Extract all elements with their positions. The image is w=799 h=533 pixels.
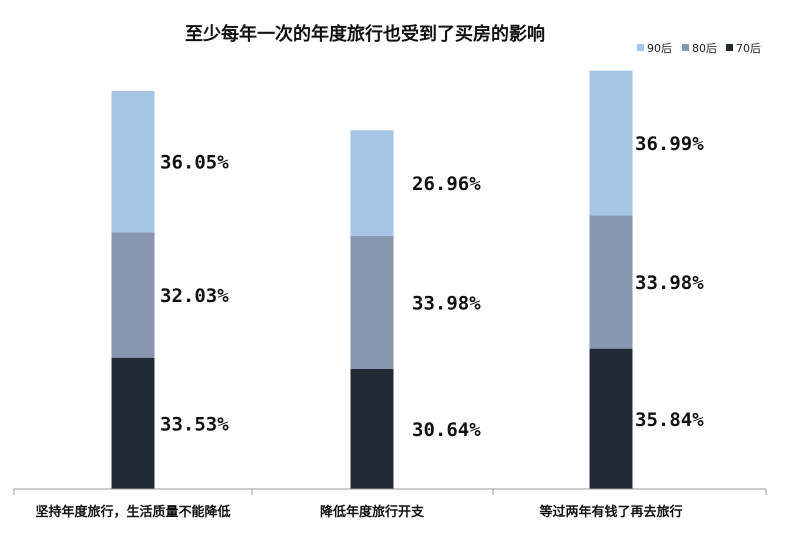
bar-90后-3 bbox=[589, 70, 633, 216]
bar-80后-2 bbox=[350, 235, 394, 369]
value-label-90后-1: 36.05% bbox=[160, 152, 229, 174]
bar-70后-2 bbox=[350, 368, 394, 489]
bar-90后-2 bbox=[350, 130, 394, 236]
chart-title: 至少每年一次的年度旅行也受到了买房的影响 bbox=[185, 23, 545, 45]
legend-label-70后: 70后 bbox=[736, 42, 761, 55]
value-label-70后-1: 33.53% bbox=[160, 413, 229, 435]
bars-group bbox=[111, 70, 633, 489]
value-label-70后-3: 35.84% bbox=[635, 409, 704, 431]
legend-swatch-80后 bbox=[682, 44, 689, 51]
legend-label-90后: 90后 bbox=[647, 42, 672, 55]
bar-70后-3 bbox=[589, 348, 633, 489]
bar-90后-1 bbox=[111, 91, 155, 233]
legend-swatch-70后 bbox=[726, 44, 733, 51]
value-label-80后-1: 32.03% bbox=[160, 285, 229, 307]
category-label-3: 等过两年有钱了再去旅行 bbox=[538, 504, 682, 520]
value-label-70后-2: 30.64% bbox=[412, 419, 481, 441]
bar-70后-1 bbox=[111, 357, 155, 489]
bar-80后-1 bbox=[111, 232, 155, 358]
value-label-80后-3: 33.98% bbox=[635, 272, 704, 294]
x-ticks-group bbox=[13, 489, 767, 495]
value-label-90后-3: 36.99% bbox=[635, 133, 704, 155]
legend: 90后 80后 70后 bbox=[637, 42, 761, 55]
legend-label-80后: 80后 bbox=[692, 42, 717, 55]
category-label-2: 降低年度旅行开支 bbox=[320, 504, 425, 520]
value-label-90后-2: 26.96% bbox=[412, 173, 481, 195]
category-labels-group: 坚持年度旅行，生活质量不能降低 降低年度旅行开支 等过两年有钱了再去旅行 bbox=[35, 504, 682, 520]
bar-80后-3 bbox=[589, 215, 633, 349]
value-labels-group: 33.53% 32.03% 36.05% 30.64% 33.98% 26.96% 35.8… bbox=[160, 133, 704, 441]
value-label-80后-2: 33.98% bbox=[412, 292, 481, 314]
category-label-1: 坚持年度旅行，生活质量不能降低 bbox=[35, 504, 230, 520]
legend-swatch-90后 bbox=[637, 44, 644, 51]
